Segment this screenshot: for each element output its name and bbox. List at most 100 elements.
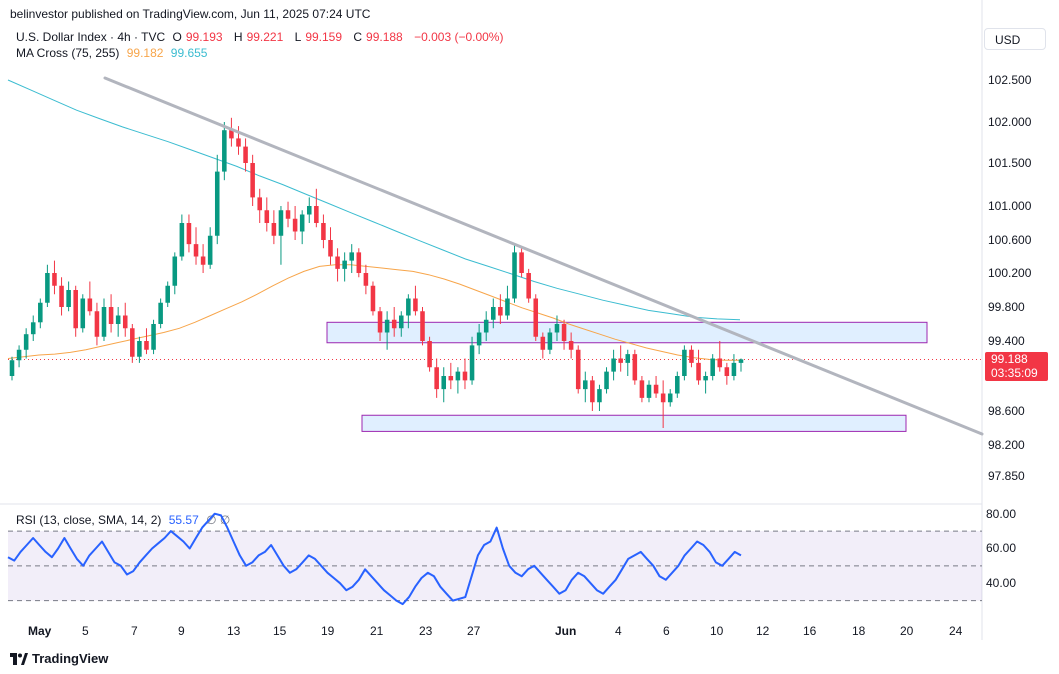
time-tick-label: 9 [178,624,185,638]
price-tick-label: 99.800 [988,300,1025,314]
candle-body [16,349,22,361]
tradingview-logo-icon [10,652,28,665]
publisher-line: belinvestor published on TradingView.com… [10,7,371,21]
candle-body [23,334,29,350]
candle-body [462,371,468,381]
tradingview-logo[interactable]: TradingView [10,651,108,666]
candle-body [236,138,241,147]
candle-body [420,311,425,341]
candle-body [285,210,291,219]
candle-body [406,298,411,316]
candle-body [618,358,623,363]
bar-countdown: 03:35:09 [991,366,1038,380]
rsi-title[interactable]: RSI (13, close, SMA, 14, 2) [16,513,162,527]
price-tick-label: 100.600 [988,233,1032,247]
candle-body [483,319,489,333]
candle-body [561,324,567,341]
time-tick-label: Jun [555,624,577,638]
candle-body [491,307,496,320]
candle-body [682,349,687,376]
currency-button[interactable]: USD [984,28,1046,50]
candle-body [80,298,86,329]
time-tick-label: 13 [227,624,241,638]
candle-body [710,358,715,376]
brand-name: TradingView [32,651,109,666]
candle-body [384,319,390,333]
candle-body [363,273,369,286]
rsi-value: 55.57 [168,513,199,527]
price-tick-label: 98.600 [988,404,1025,418]
price-tick-label: 101.000 [988,199,1032,213]
time-tick-label: 20 [900,624,914,638]
candle-body [696,362,701,381]
support-resistance-zone-1 [326,321,928,344]
candle-body [271,223,277,236]
candle-body [158,302,163,324]
candle-body [653,384,659,394]
ma-legend: MA Cross (75, 255) 99.182 99.655 [16,46,211,60]
candle-body [370,285,376,312]
candle-body [583,380,588,390]
price-tick-label: 102.500 [988,73,1032,87]
rsi-tick-label: 40.00 [986,576,1017,591]
last-price-tag: 99.188 03:35:09 [985,352,1048,381]
ma-fast-value: 99.182 [126,46,164,60]
price-change: −0.003 (−0.00%) [414,30,504,44]
ohlc-close: C 99.188 [353,30,403,44]
symbol-legend: U.S. Dollar Index · 4h · TVC O 99.193 H 99… [16,30,507,44]
candle-body [38,302,43,323]
candle-body [342,260,347,269]
candle-body [229,130,234,139]
time-tick-label: 12 [756,624,770,638]
time-tick-label: 7 [131,624,138,638]
candle-body [243,146,248,163]
candle-body [321,223,326,240]
ohlc-high: H 99.221 [233,30,284,44]
rsi-tick-label: 80.00 [986,506,1017,521]
candle-body [292,218,298,232]
candle-body [632,354,638,381]
time-tick-label: 27 [467,624,481,638]
candle-body [413,298,418,312]
support-resistance-zone-2 [361,414,907,432]
price-tick-label: 98.200 [988,438,1025,452]
candle-body [611,358,616,372]
candle-body [45,273,50,303]
candle-body [222,130,227,172]
symbol-name[interactable]: U.S. Dollar Index · 4h · TVC [16,30,166,44]
candle-body [391,319,397,329]
candle-body [441,376,447,390]
candle-body [455,371,461,381]
candle-body [519,252,524,273]
candle-body [597,389,602,403]
candle-body [151,324,156,350]
candle-body [115,315,121,324]
time-tick-label: 21 [370,624,384,638]
candle-body [660,393,666,403]
candle-body [434,367,439,390]
candle-body [575,349,581,390]
candle-body [137,341,142,357]
candle-body [675,376,680,394]
candle-body [257,197,262,211]
time-tick-label: 5 [82,624,89,638]
candle-body [667,393,673,403]
candle-body [179,223,185,257]
ma-slow-value: 99.655 [170,46,208,60]
candle-body [250,163,255,198]
candle-body [130,328,135,357]
ma-title[interactable]: MA Cross (75, 255) [16,46,120,60]
candle-body [214,171,220,236]
time-tick-label: 16 [803,624,817,638]
candle-body [448,376,454,381]
candle-body [30,322,36,335]
ma-fast-line [7,264,740,361]
candle-body [335,256,340,269]
candle-body [299,214,305,232]
ohlc-open: O 99.193 [172,30,223,44]
candle-body [73,290,78,329]
candle-body [328,240,333,257]
candle-body [540,336,546,350]
price-tick-label: 101.500 [988,156,1032,170]
